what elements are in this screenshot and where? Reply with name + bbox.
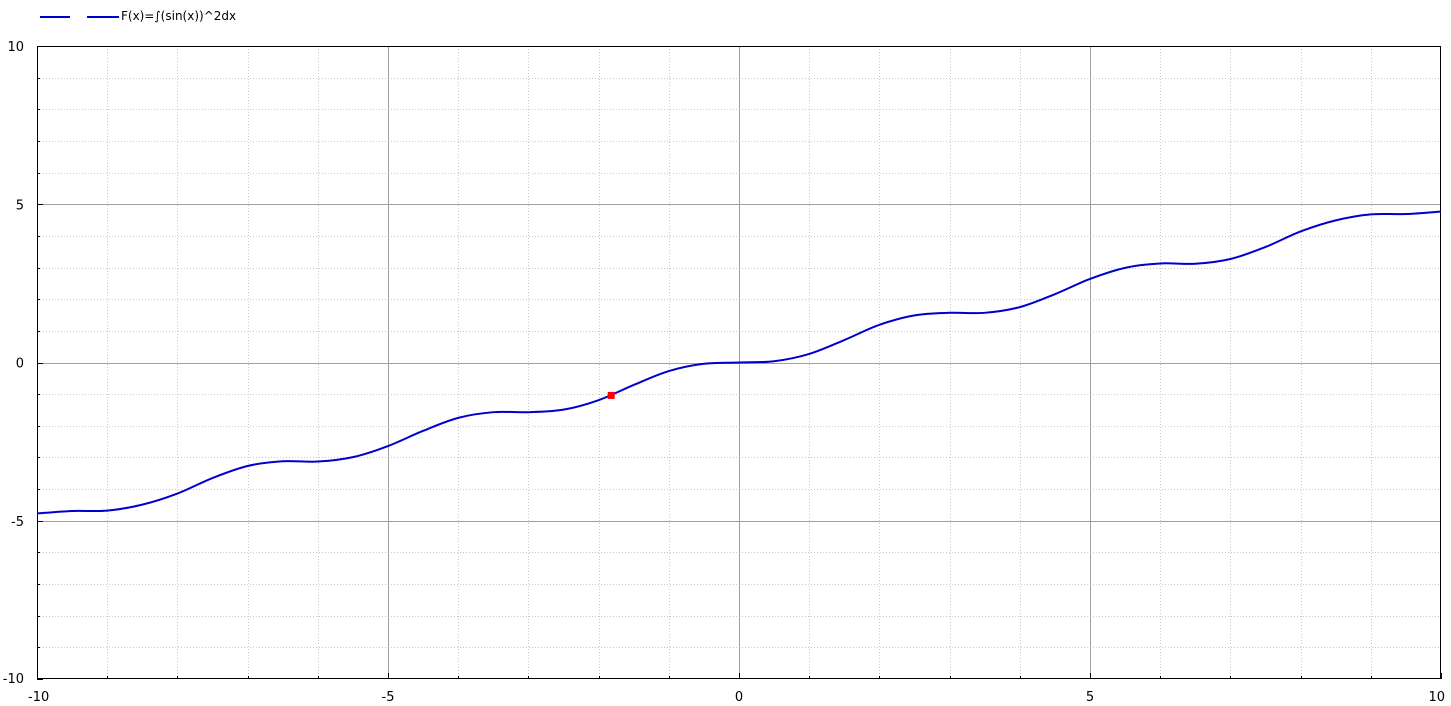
legend-line-sample-2 [87,16,119,18]
series-layer [36,210,1442,515]
legend: F(x)=∫(sin(x))^2dx [0,0,1451,36]
y-tick-label: 10 [7,40,24,55]
series-line [36,210,1442,515]
data-point-marker [607,391,615,399]
x-tick-label: 10 [1428,690,1445,705]
major-grid [37,46,1441,679]
x-tick-label: 5 [1086,690,1094,705]
x-tick-label: -5 [382,690,395,705]
plot-frame [37,46,1441,679]
y-tick-label: 0 [16,357,24,372]
legend-line-sample-1 [40,16,70,18]
y-tick-label: 5 [16,198,24,213]
y-tick-label: -10 [3,672,24,687]
legend-label-2: F(x)=∫(sin(x))^2dx [121,9,237,23]
tick-labels: -10 -5 0 5 10 -10 -5 0 5 10 [3,40,1445,705]
x-tick-label: 0 [735,690,743,705]
y-tick-label: -5 [11,515,24,530]
x-tick-label: -10 [28,690,49,705]
